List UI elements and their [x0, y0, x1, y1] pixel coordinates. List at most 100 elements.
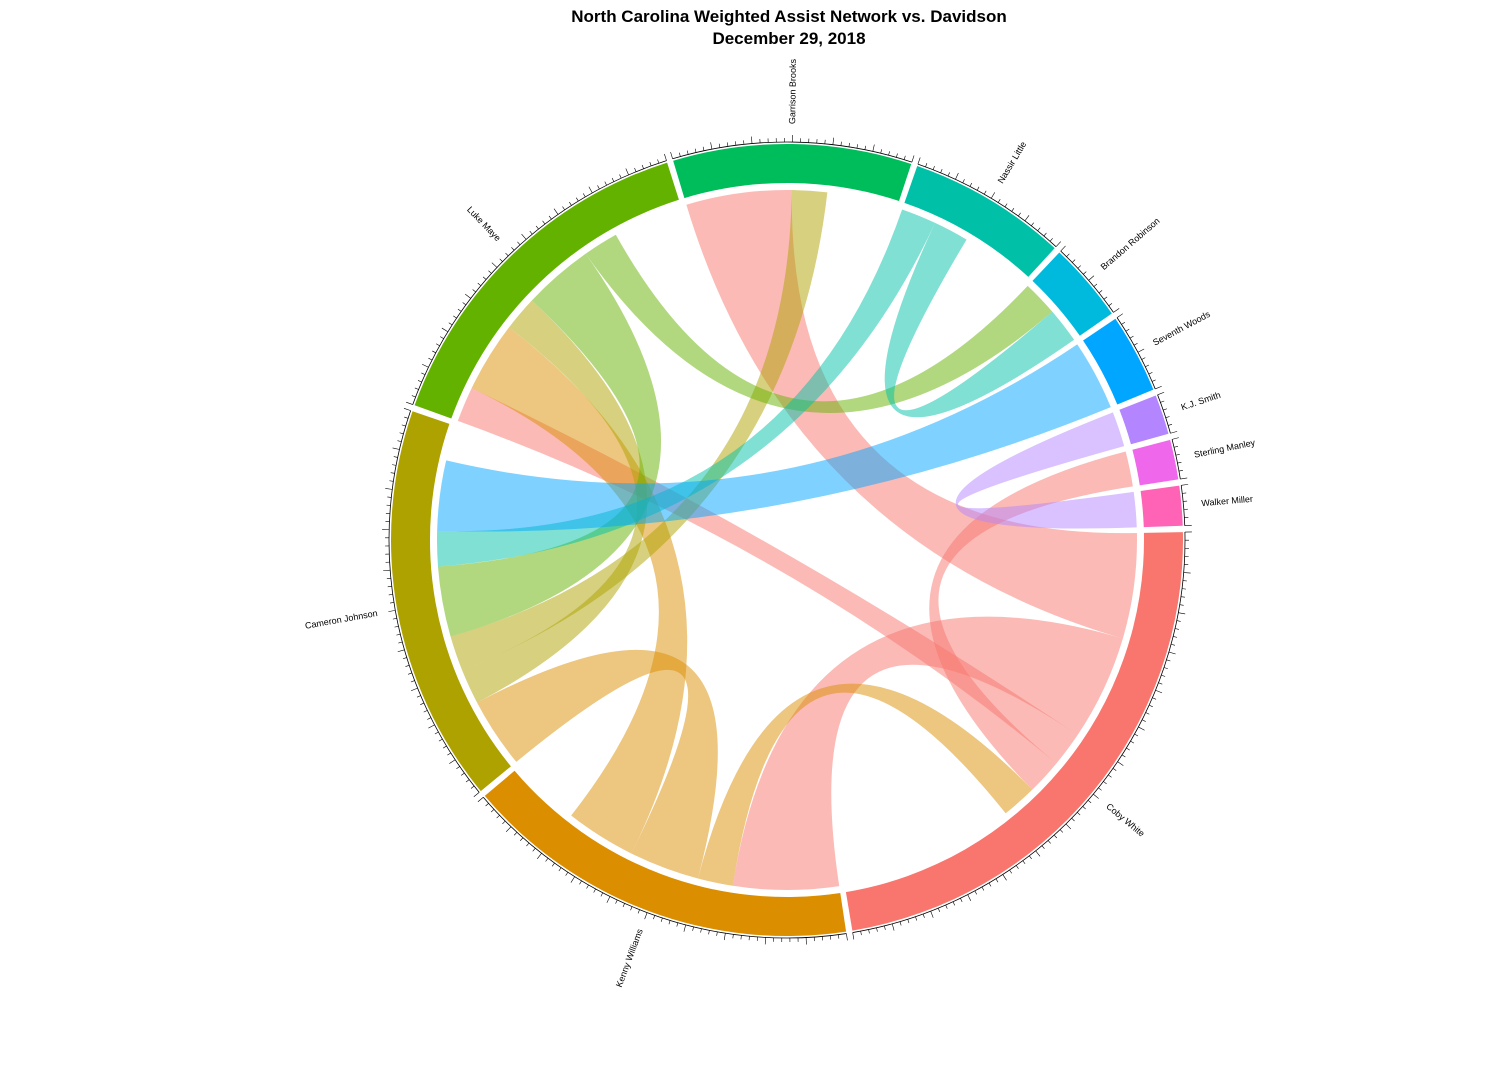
- axis-tick: [1035, 850, 1041, 857]
- axis-tick: [1134, 733, 1139, 737]
- axis-tick: [440, 336, 444, 339]
- sector-axis-coby-white: [852, 532, 1186, 933]
- axis-tick: [1022, 860, 1026, 865]
- axis-tick: [732, 934, 734, 939]
- axis-tick: [1152, 697, 1157, 700]
- axis-tick: [520, 837, 524, 841]
- axis-tick: [962, 179, 965, 184]
- axis-tick: [937, 908, 941, 912]
- sector-label-luke-maye: Luke Maye: [465, 204, 503, 243]
- axis-tick: [421, 372, 426, 375]
- sector-axis-garrison-brooks: [672, 141, 913, 163]
- axis-tick: [1130, 740, 1135, 744]
- chart-title-block: North Carolina Weighted Assist Network v…: [0, 6, 1497, 50]
- axis-tick: [470, 785, 475, 789]
- sector-nassir-little: [904, 166, 1055, 277]
- axis-tick: [1121, 754, 1126, 758]
- axis-tick: [864, 145, 866, 150]
- axis-tick: [1168, 651, 1176, 655]
- axis-tick: [907, 919, 910, 924]
- axis-tick: [1047, 840, 1051, 844]
- axis-tick: [679, 152, 681, 157]
- axis-tick: [876, 927, 878, 932]
- sector-seventh-woods: [1083, 318, 1154, 405]
- axis-tick: [1083, 271, 1087, 275]
- axis-tick: [644, 912, 648, 920]
- sector-label-garrison-brooks: Garrison Brooks: [787, 58, 798, 124]
- axis-tick: [880, 149, 882, 154]
- axis-tick: [1126, 747, 1130, 751]
- axis-tick: [1165, 416, 1170, 419]
- axis-tick: [945, 904, 948, 909]
- axis-tick: [1011, 207, 1015, 212]
- axis-tick: [423, 710, 428, 713]
- axis-tick: [422, 363, 429, 368]
- axis-tick: [981, 886, 985, 891]
- axis-tick: [432, 350, 436, 354]
- axis-tick: [1049, 238, 1053, 242]
- axis-tick: [392, 447, 400, 450]
- axis-tick: [615, 899, 618, 904]
- axis-tick: [903, 155, 906, 160]
- sector-coby-white: [845, 532, 1183, 931]
- axis-tick: [457, 308, 462, 312]
- axis-tick: [983, 190, 987, 195]
- axis-tick: [630, 906, 633, 911]
- axis-tick: [930, 911, 934, 918]
- axis-tick: [1093, 283, 1098, 287]
- axis-tick: [1002, 874, 1007, 881]
- link-coby-white-to-sterling-manley: [929, 451, 1133, 790]
- axis-tick: [997, 199, 1001, 203]
- axis-tick: [526, 842, 530, 847]
- axis-tick: [1071, 817, 1075, 822]
- axis-tick: [868, 929, 870, 934]
- axis-tick: [634, 167, 637, 172]
- axis-tick: [389, 480, 394, 482]
- axis-tick: [427, 717, 431, 720]
- axis-tick: [932, 165, 935, 170]
- axis-tick: [447, 752, 451, 756]
- axis-tick: [438, 738, 443, 742]
- axis-tick: [1117, 761, 1124, 766]
- axis-tick: [542, 220, 546, 225]
- axis-tick: [496, 815, 500, 819]
- axis-tick: [990, 192, 996, 199]
- axis-tick: [1037, 227, 1041, 232]
- axis-tick: [751, 136, 753, 144]
- axis-tick: [625, 168, 629, 176]
- sector-cameron-johnson: [391, 411, 511, 792]
- axis-tick: [637, 909, 640, 914]
- axis-tick: [1178, 612, 1186, 615]
- axis-tick: [569, 201, 572, 206]
- axis-tick: [1141, 357, 1146, 360]
- axis-tick: [582, 193, 586, 198]
- axis-tick: [852, 932, 855, 940]
- axis-tick: [397, 440, 402, 442]
- links-layer: [436, 190, 1138, 890]
- axis-tick: [410, 687, 418, 692]
- axis-tick: [657, 159, 660, 164]
- axis-tick: [995, 878, 999, 883]
- axis-tick: [442, 745, 447, 749]
- link-seventh-woods-to-cameron-johnson: [437, 344, 1111, 532]
- sector-label-k-j-smith: K.J. Smith: [1180, 390, 1222, 412]
- axis-tick: [1145, 712, 1150, 715]
- sector-label-brandon-robinson: Brandon Robinson: [1099, 216, 1162, 272]
- axis-tick: [1053, 834, 1058, 839]
- axis-tick: [872, 144, 875, 152]
- axis-tick: [700, 928, 702, 933]
- axis-tick: [670, 152, 673, 159]
- sector-walker-miller: [1140, 485, 1183, 528]
- axis-tick: [385, 488, 393, 490]
- sector-k-j-smith: [1119, 395, 1169, 445]
- axis-tick: [1129, 335, 1134, 339]
- axis-tick: [1181, 484, 1189, 486]
- axis-tick: [453, 315, 457, 319]
- axis-tick: [1043, 232, 1047, 237]
- axis-tick: [548, 215, 552, 220]
- axis-tick: [911, 155, 915, 163]
- axis-tick: [710, 142, 713, 150]
- axis-tick: [899, 921, 902, 926]
- axis-tick: [1133, 342, 1138, 346]
- link-luke-maye-to-brandon-robinson: [585, 234, 1053, 413]
